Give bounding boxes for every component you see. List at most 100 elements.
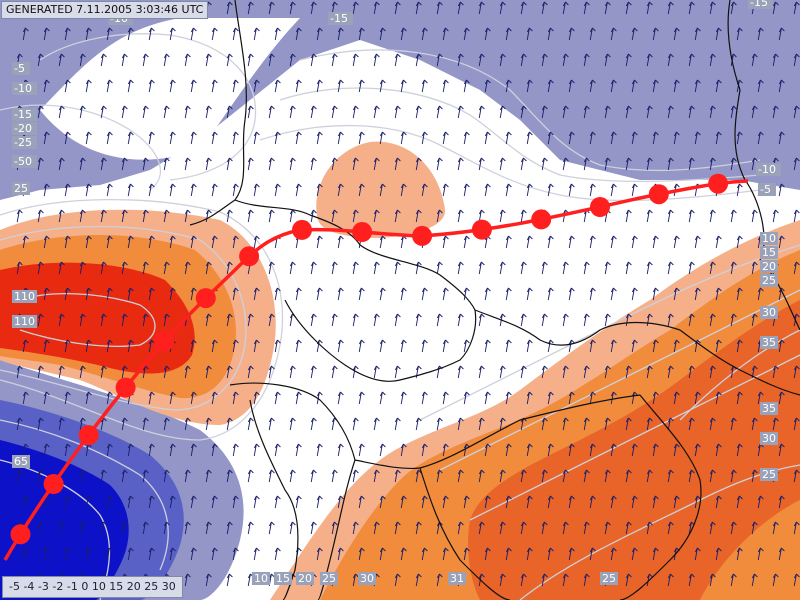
wind-arrow-icon: [37, 157, 44, 171]
wind-arrow-icon: [295, 391, 302, 405]
wind-arrow-icon: [331, 469, 338, 483]
wind-arrow-icon: [457, 53, 464, 67]
wind-arrow-icon: [793, 365, 800, 379]
wind-arrow-icon: [64, 391, 71, 405]
wind-arrow-icon: [499, 157, 506, 171]
wind-arrow-icon: [379, 79, 386, 93]
wind-arrow-icon: [562, 521, 569, 535]
wind-arrow-icon: [652, 235, 659, 249]
wind-arrow-icon: [316, 547, 323, 561]
wind-arrow-icon: [400, 443, 407, 457]
wind-arrow-icon: [646, 209, 653, 223]
wind-arrow-icon: [568, 27, 575, 41]
wind-arrow-icon: [43, 131, 50, 145]
wind-arrow-icon: [85, 131, 92, 145]
wind-arrow-icon: [352, 105, 359, 119]
wind-arrow-icon: [163, 469, 170, 483]
wind-arrow-icon: [667, 365, 674, 379]
wind-arrow-icon: [358, 547, 365, 561]
wind-arrow-icon: [100, 365, 107, 379]
wind-arrow-icon: [352, 209, 359, 223]
contour-label: -5: [758, 183, 776, 196]
wind-arrow-icon: [148, 235, 155, 249]
wind-arrow-icon: [583, 157, 590, 171]
warm-front-semicircle-icon: [531, 209, 552, 230]
wind-arrow-icon: [667, 573, 674, 587]
wind-arrow-icon: [127, 235, 134, 249]
wind-arrow-icon: [316, 287, 323, 301]
contour-label: 30: [760, 432, 778, 445]
wind-arrow-icon: [43, 287, 50, 301]
wind-arrow-icon: [58, 417, 65, 431]
wind-arrow-icon: [751, 417, 758, 431]
wind-arrow-icon: [610, 79, 617, 93]
wind-arrow-icon: [79, 365, 86, 379]
wind-arrow-icon: [583, 573, 590, 587]
wind-arrow-icon: [37, 365, 44, 379]
wind-arrow-icon: [484, 183, 491, 197]
wind-arrow-icon: [85, 79, 92, 93]
warm-front-semicircle-icon: [352, 222, 373, 242]
wind-arrow-icon: [121, 521, 128, 535]
wind-arrow-icon: [148, 547, 155, 561]
wind-arrow-icon: [247, 53, 254, 67]
wind-arrow-icon: [358, 79, 365, 93]
wind-arrow-icon: [379, 443, 386, 457]
wind-arrow-icon: [289, 365, 296, 379]
wind-arrow-icon: [394, 573, 401, 587]
wind-arrow-icon: [211, 79, 218, 93]
wind-arrow-icon: [58, 313, 65, 327]
isoline-13: [679, 329, 800, 421]
wind-arrow-icon: [58, 53, 65, 67]
wind-arrow-icon: [310, 105, 317, 119]
wind-arrow-icon: [589, 183, 596, 197]
wind-arrow-icon: [205, 417, 212, 431]
wind-arrow-icon: [646, 157, 653, 171]
wind-arrow-icon: [478, 1, 485, 15]
wind-arrow-icon: [121, 53, 128, 67]
wind-arrow-icon: [106, 131, 113, 145]
wind-arrow-icon: [64, 339, 71, 353]
wind-arrow-icon: [268, 313, 275, 327]
svg-text:20: 20: [762, 260, 776, 273]
wind-arrow-icon: [316, 235, 323, 249]
wind-arrow-icon: [64, 287, 71, 301]
wind-arrow-icon: [37, 53, 44, 67]
wind-arrow-icon: [589, 495, 596, 509]
wind-arrow-icon: [184, 157, 191, 171]
svg-text:25: 25: [762, 468, 776, 481]
wind-arrow-icon: [379, 235, 386, 249]
wind-arrow-icon: [436, 417, 443, 431]
wind-arrow-icon: [400, 131, 407, 145]
wind-arrow-icon: [778, 79, 785, 93]
contour-label: 110: [12, 315, 37, 328]
wind-arrow-icon: [169, 495, 176, 509]
wind-arrow-icon: [694, 131, 701, 145]
wind-arrow-icon: [709, 521, 716, 535]
wind-arrow-icon: [127, 495, 134, 509]
wind-arrow-icon: [610, 287, 617, 301]
wind-arrow-icon: [751, 209, 758, 223]
wind-arrow-icon: [85, 547, 92, 561]
wind-arrow-icon: [79, 313, 86, 327]
wind-arrow-icon: [568, 131, 575, 145]
wind-arrow-icon: [463, 131, 470, 145]
svg-text:35: 35: [762, 336, 776, 349]
wind-arrow-icon: [79, 261, 86, 275]
wind-arrow-icon: [79, 157, 86, 171]
wind-arrow-icon: [457, 313, 464, 327]
wind-arrow-icon: [79, 105, 86, 119]
wind-arrow-icon: [730, 573, 737, 587]
wind-arrow-icon: [106, 495, 113, 509]
wind-arrow-icon: [778, 495, 785, 509]
wind-arrow-icon: [232, 287, 239, 301]
isoline-7: [299, 49, 761, 172]
wind-arrow-icon: [232, 131, 239, 145]
wind-arrow-icon: [421, 339, 428, 353]
wind-arrow-icon: [163, 261, 170, 275]
wind-arrow-icon: [715, 287, 722, 301]
wind-arrow-icon: [709, 53, 716, 67]
wind-arrow-icon: [205, 469, 212, 483]
wind-arrow-icon: [793, 573, 800, 587]
wind-arrow-icon: [58, 261, 65, 275]
